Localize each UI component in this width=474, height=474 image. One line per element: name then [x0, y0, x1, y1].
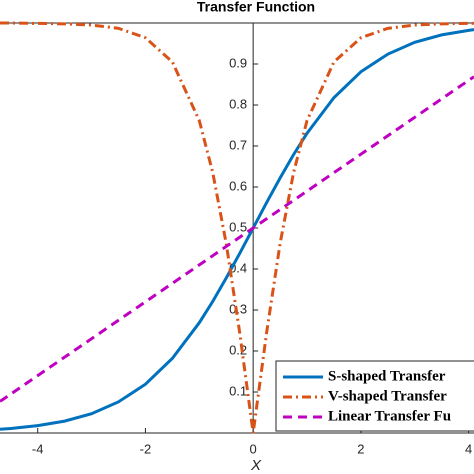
line-series [0, 21, 474, 434]
legend-label: Linear Transfer Fu [328, 408, 451, 424]
line-series [0, 28, 474, 431]
x-tick-label: -4 [32, 441, 44, 456]
line-series [0, 75, 474, 403]
legend-label: V-shaped Transfer [328, 388, 447, 404]
x-tick-label: 4 [465, 441, 472, 456]
y-tick-label: 0.1 [229, 383, 247, 398]
y-tick-label: 0.7 [229, 137, 247, 152]
y-tick-label: 0.5 [229, 219, 247, 234]
legend-label: S-shaped Transfer [328, 368, 446, 384]
x-tick-label: -2 [140, 441, 152, 456]
x-tick-label: 0 [250, 441, 257, 456]
y-tick-label: 0.3 [229, 301, 247, 316]
chart-title: Transfer Function [197, 0, 315, 15]
x-tick-label: 2 [357, 441, 364, 456]
x-axis-label: X [250, 457, 262, 474]
y-tick-label: 0.8 [229, 96, 247, 111]
y-tick-label: 0.9 [229, 55, 247, 70]
y-tick-label: 0.2 [229, 342, 247, 357]
y-tick-label: 0.6 [229, 178, 247, 193]
